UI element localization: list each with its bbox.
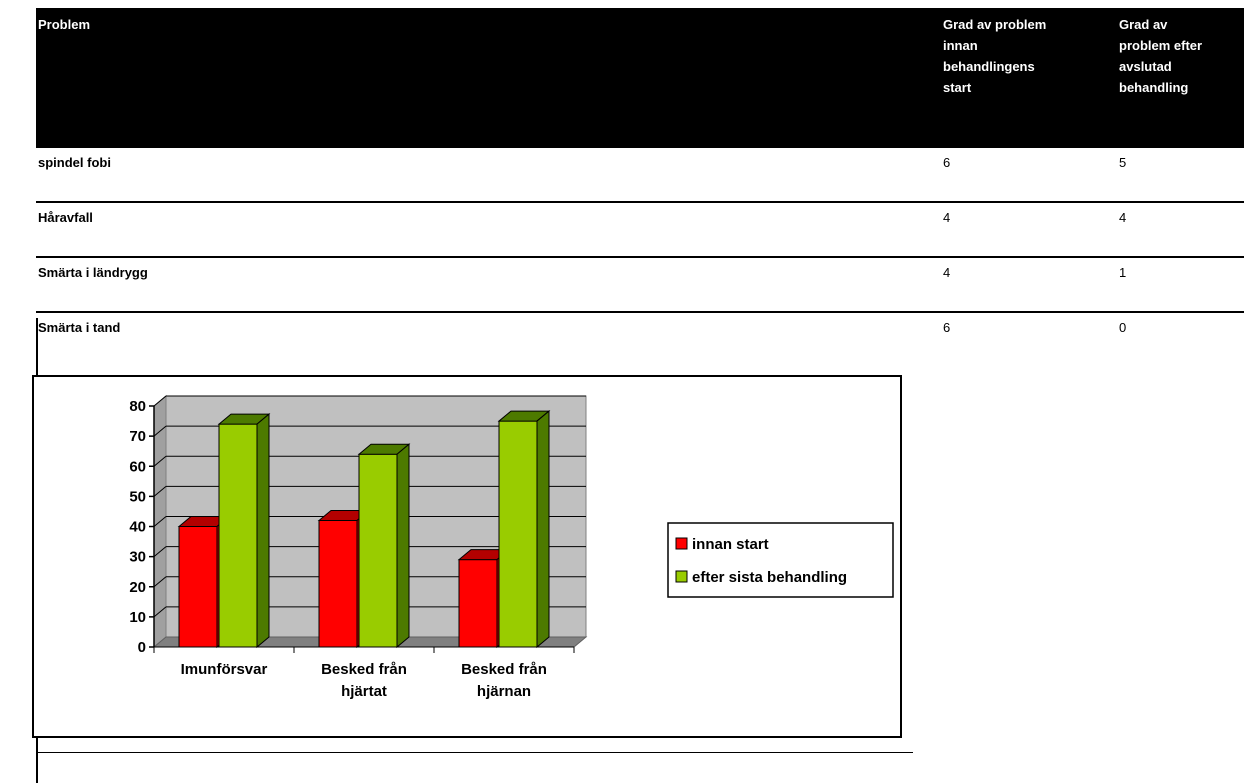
cell-problem: Smärta i tand [38,320,121,335]
bar-front [178,526,218,648]
x-tick-label: hjärtat [341,683,387,700]
cell-problem: Smärta i ländrygg [38,265,148,280]
header-after-line: avslutad [1119,59,1172,74]
cell-problem: spindel fobi [38,155,111,170]
table-row: Håravfall 4 4 [36,203,1244,258]
gridline-depth [153,546,167,558]
legend-label: innan start [692,536,769,553]
header-after-line: problem efter [1119,38,1203,53]
header-after: Grad av problem efter avslutad behandlin… [1119,14,1243,98]
header-problem: Problem [38,17,91,32]
header-before-line: innan [943,38,978,53]
x-tick-label: Besked från [321,661,407,678]
gridline-depth [153,425,167,437]
bar-side [536,409,550,649]
cell-problem: Håravfall [38,210,93,225]
header-before-line: start [943,80,972,95]
legend-box [667,522,894,598]
bar-front [498,420,538,648]
header-after-line: behandling [1119,80,1189,95]
table-header: Problem Grad av problem innan behandling… [36,8,1244,148]
y-tick-label: 50 [129,488,146,505]
legend-swatch [675,570,688,583]
header-before-line: behandlingens [943,59,1035,74]
x-tick-label: Imunförsvar [181,661,268,678]
gridline-depth [153,516,167,527]
problem-table: Problem Grad av problem innan behandling… [36,8,1244,366]
cell-after: 4 [1119,210,1127,225]
y-tick-label: 20 [129,579,146,596]
header-before-line: Grad av problem [943,17,1047,32]
cell-before: 4 [943,265,951,280]
cell-after: 5 [1119,155,1127,170]
y-tick-label: 80 [129,398,146,415]
x-tick-label: hjärnan [477,683,531,700]
y-tick-label: 40 [129,519,146,536]
table-row: Smärta i ländrygg 4 1 [36,258,1244,313]
y-tick-label: 30 [129,549,146,566]
gridline-depth [153,576,167,588]
cell-before: 6 [943,155,951,170]
legend-swatch [675,537,688,550]
bar-chart-svg: 0 10 20 30 40 50 60 70 80 Imunförsvar Besked från h… [129,394,894,700]
bar-front [218,423,258,648]
bar-chart: 0 10 20 30 40 50 60 70 80 Imunförsvar Besked från h… [32,375,902,738]
bar-front [318,519,358,648]
y-tick-label: 60 [129,458,146,475]
bar-front [358,453,398,648]
horizontal-rule [38,752,913,753]
y-tick-label: 70 [129,428,146,445]
cell-before: 6 [943,320,951,335]
x-tick-label: Besked från [461,661,547,678]
header-before: Grad av problem innan behandlingens star… [943,14,1093,98]
gridline-depth [153,485,167,497]
gridline-depth [153,455,167,467]
legend-label: efter sista behandling [692,569,847,586]
header-after-line: Grad av [1119,17,1168,32]
gridline-depth [153,606,167,618]
table-row: Smärta i tand 6 0 [36,313,1244,366]
bar-front [458,559,498,648]
bar-side [396,443,410,649]
cell-before: 4 [943,210,951,225]
gridline-depth [153,395,167,407]
cell-after: 1 [1119,265,1127,280]
y-tick-label: 10 [129,609,146,626]
cell-after: 0 [1119,320,1127,335]
y-tick-label: 0 [138,639,146,656]
table-row: spindel fobi 6 5 [36,148,1244,203]
bar-side [256,413,270,649]
